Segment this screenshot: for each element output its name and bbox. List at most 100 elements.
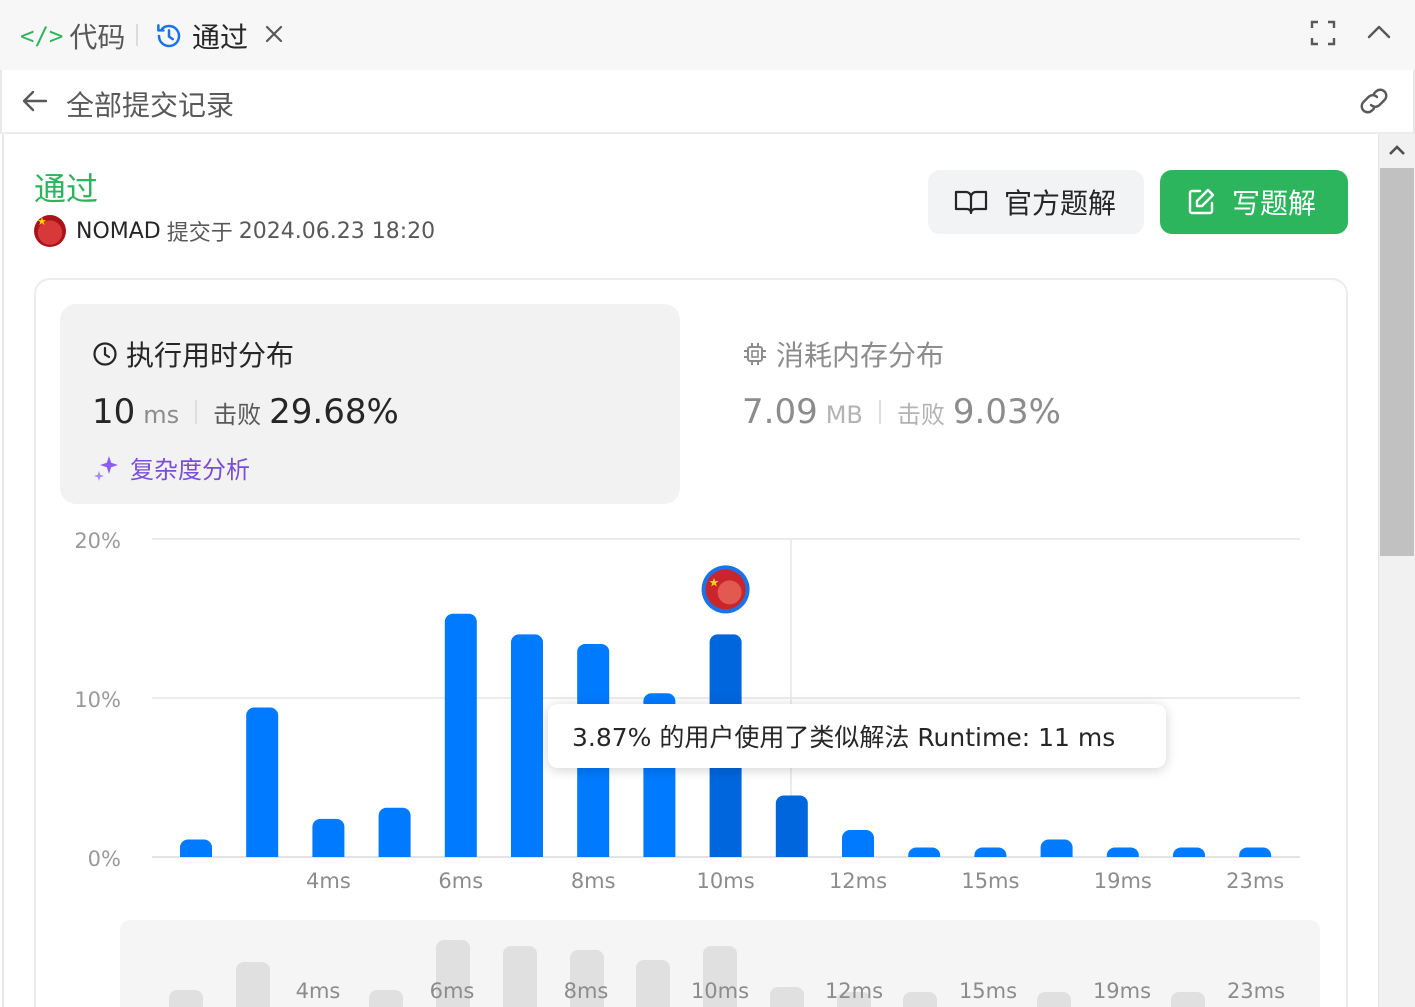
sparkle-icon (94, 455, 118, 481)
overview-bar (169, 990, 203, 1007)
tab-code-label: 代码 (69, 21, 126, 54)
scrollbar-thumb[interactable] (1380, 168, 1414, 556)
overview-bar (636, 960, 670, 1007)
x-tick-label: 8ms (571, 869, 616, 893)
x-tick-label: 23ms (1226, 869, 1284, 893)
chart-bar (1239, 847, 1272, 857)
user-avatar-detail (717, 580, 742, 605)
collapse-icon[interactable] (1364, 18, 1394, 48)
chart-bar (511, 634, 543, 857)
memory-title: 消耗内存分布 (742, 334, 944, 374)
runtime-value: 10 (92, 392, 136, 432)
chart-bar (312, 818, 345, 857)
chart-bar (180, 839, 212, 857)
memory-beat-label: 击败 (896, 401, 945, 429)
x-tick-label: 6ms (438, 869, 483, 893)
overview-bar (1171, 992, 1205, 1007)
y-tick-label: 10% (74, 688, 121, 712)
memory-beat-pct: 9.03% (952, 392, 1061, 432)
memory-title-text: 消耗内存分布 (776, 339, 945, 372)
overview-tick-label: 19ms (1093, 979, 1151, 1003)
runtime-title: 执行用时分布 (92, 334, 294, 374)
username[interactable]: NOMAD (76, 218, 161, 244)
x-tick-label: 12ms (829, 869, 887, 893)
runtime-title-text: 执行用时分布 (126, 339, 295, 372)
runtime-panel[interactable]: 执行用时分布 10 ms 击败 29.68% 复杂度分析 (60, 304, 680, 504)
tab-code[interactable]: </> 代码 (20, 16, 125, 56)
runtime-beat-pct: 29.68% (269, 392, 399, 432)
scroll-up-arrow-icon[interactable] (1387, 140, 1407, 160)
write-solution-button[interactable]: 写题解 (1160, 170, 1348, 234)
overview-bar (770, 987, 804, 1007)
chart-bar (1106, 847, 1139, 857)
overview-bar (1037, 992, 1071, 1007)
avatar[interactable] (34, 215, 66, 247)
chart-bar (974, 847, 1007, 857)
write-solution-label: 写题解 (1232, 187, 1317, 220)
stat-divider (878, 400, 881, 424)
tab-result[interactable]: 通过 (154, 16, 248, 56)
x-tick-label: 10ms (697, 869, 755, 893)
official-solution-button[interactable]: 官方题解 (928, 170, 1144, 234)
runtime-beat-label: 击败 (213, 401, 262, 429)
y-tick-label: 20% (74, 529, 121, 553)
overview-tick-label: 4ms (296, 979, 341, 1003)
book-icon (954, 190, 988, 215)
overview-bar (369, 990, 403, 1007)
close-icon[interactable] (262, 22, 286, 46)
chart-bar (246, 707, 279, 857)
chart-bar (1040, 839, 1073, 857)
complexity-analysis-link[interactable]: 复杂度分析 (92, 450, 250, 485)
overview-bar (503, 946, 537, 1007)
clock-icon (93, 342, 117, 366)
runtime-unit: ms (143, 401, 180, 429)
fullscreen-icon[interactable] (1308, 18, 1338, 48)
overview-bar (436, 940, 470, 1007)
official-solution-label: 官方题解 (1004, 187, 1117, 220)
overview-bar (236, 962, 270, 1007)
runtime-distribution-chart[interactable]: 20% 10% 0% 4ms 6ms 8ms 10ms 12ms 15ms 19ms 23ms ★ 4m… (0, 0, 1378, 1007)
edit-icon (1188, 188, 1215, 215)
chart-tooltip: 3.87% 的用户使用了类似解法 Runtime: 11 ms (548, 704, 1166, 768)
chip-icon (744, 343, 766, 365)
chart-bar (444, 613, 477, 857)
overview-tick-label: 10ms (691, 979, 749, 1003)
performance-card: 执行用时分布 10 ms 击败 29.68% 复杂度分析 (34, 278, 1348, 1007)
status-badge: 通过 (34, 170, 99, 208)
chart-bar (775, 795, 808, 857)
overview-tick-label: 8ms (564, 979, 609, 1003)
x-tick-label: 19ms (1094, 869, 1152, 893)
x-tick-label: 4ms (306, 869, 351, 893)
overview-bar (903, 992, 937, 1007)
chart-bar (378, 807, 411, 857)
y-tick-label: 0% (88, 847, 121, 871)
stat-divider (195, 400, 198, 424)
submission-header: 全部提交记录 (0, 70, 1415, 134)
avatar-star: ★ (709, 575, 720, 589)
submission-time: 2024.06.23 18:20 (238, 218, 436, 244)
chart-bar (1173, 847, 1205, 857)
overview-tick-label: 6ms (430, 979, 475, 1003)
history-icon (157, 24, 181, 48)
chart-bar (908, 847, 941, 857)
submitted-label: 提交于 (166, 221, 233, 246)
overview-tick-label: 12ms (825, 979, 883, 1003)
all-submissions-title[interactable]: 全部提交记录 (66, 89, 235, 122)
scrollbar[interactable] (1378, 134, 1415, 1007)
tab-result-label: 通过 (192, 21, 249, 54)
tab-bar: </> 代码 通过 (0, 0, 1415, 70)
chart-bar (842, 829, 874, 857)
overview-tick-label: 15ms (959, 979, 1017, 1003)
overview-bar (703, 946, 737, 1007)
x-tick-label: 15ms (961, 869, 1019, 893)
memory-stat: 7.09 MB 击败 9.03% (742, 392, 1061, 432)
code-icon: </> (20, 22, 64, 50)
complexity-label: 复杂度分析 (130, 456, 250, 484)
overview-bar (570, 950, 604, 1007)
tab-divider (136, 24, 138, 46)
runtime-stat: 10 ms 击败 29.68% (92, 392, 399, 432)
overview-tick-label: 23ms (1227, 979, 1285, 1003)
back-arrow-icon[interactable] (20, 86, 50, 116)
memory-panel[interactable]: 消耗内存分布 7.09 MB 击败 9.03% (710, 304, 1330, 504)
link-icon[interactable] (1356, 86, 1392, 116)
